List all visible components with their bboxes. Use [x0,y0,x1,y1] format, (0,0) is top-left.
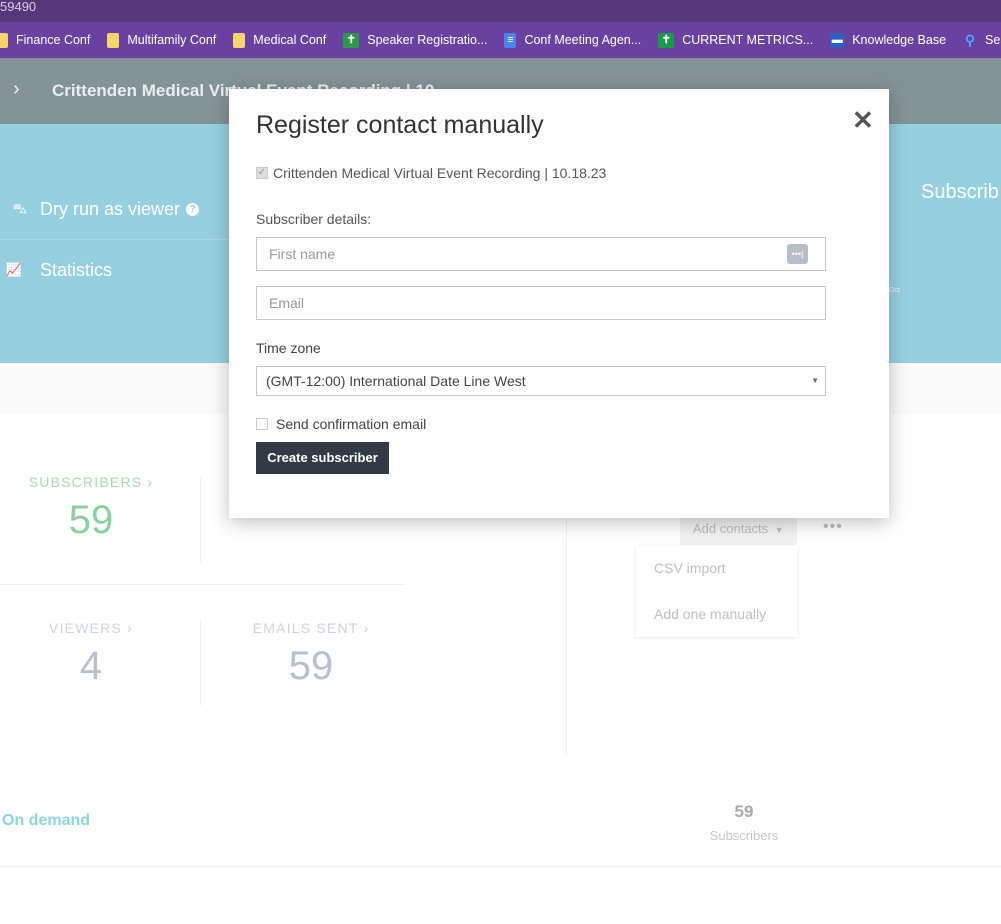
divider [566,510,567,755]
bookmarks-bar: Finance Conf Multifamily Conf Medical Co… [0,22,1001,58]
sidebar-item-statistics[interactable]: 📈 Statistics [0,255,228,285]
bookmark-label: Finance Conf [16,33,91,47]
bookmark-label: CURRENT METRICS... [682,33,814,47]
sidebar-item-label: Statistics [40,259,113,280]
add-contacts-menu: CSV import Add one manually [636,546,797,637]
bookmark-speaker-registration[interactable]: ✝ Speaker Registratio... [343,32,488,48]
bookmark-label: Seamless.A [985,33,1001,47]
sidebar-item-dry-run[interactable]: ⛍ Dry run as viewer ? [0,194,228,224]
send-email-checkbox[interactable] [256,418,268,430]
divider [0,866,1001,867]
axis-tick: Oct [889,287,900,294]
on-demand-label: On demand [2,812,91,829]
stat-value: 59 [68,498,114,542]
chevron-right-icon[interactable]: › [13,78,20,100]
stat-subscribers[interactable]: SUBSCRIBERS › 59 [0,474,191,543]
divider [200,478,201,563]
bookmark-seamless[interactable]: ⚲ Seamless.A [963,31,1001,48]
stat-value: 59 [288,644,334,688]
selected-value: (GMT-12:00) International Date Line West [266,373,526,389]
send-email-label: Send confirmation email [276,416,427,432]
bookmark-label: Conf Meeting Agen... [524,33,642,47]
stat-viewers[interactable]: VIEWERS › 4 [0,620,191,689]
menu-item-csv-import[interactable]: CSV import [654,560,726,576]
stat-value: 4 [79,644,103,688]
bookmark-label: Knowledge Base [852,33,947,47]
car-icon: ⛍ [12,199,28,216]
close-icon[interactable]: ✕ [852,105,874,135]
event-checkbox[interactable]: ✓ [256,167,268,179]
help-icon[interactable]: ? [186,202,200,216]
first-name-input[interactable]: First name •••| [256,237,826,271]
bookmark-medical-conf[interactable]: Medical Conf [233,32,327,48]
event-checkbox-row: ✓ Crittenden Medical Virtual Event Recor… [256,165,606,181]
bookmark-label: Multifamily Conf [127,33,217,47]
add-contacts-button[interactable]: Add contacts ▼ [680,513,797,545]
bookmark-label: Speaker Registratio... [367,33,488,47]
register-contact-modal: Register contact manually ✕ ✓ Crittenden… [229,89,889,518]
chevron-right-icon: › [127,620,133,636]
event-checkbox-label: Crittenden Medical Virtual Event Recordi… [273,165,607,181]
folder-icon [107,32,120,48]
divider [0,239,228,240]
caret-down-icon: ▼ [811,376,819,385]
folder-icon [233,32,246,48]
bookmark-label: Medical Conf [253,33,327,47]
caret-down-icon: ▼ [774,525,784,535]
google-forms-icon: ✝ [343,32,360,48]
chart-icon: 📈 [5,262,23,277]
google-docs-icon: ≡ [504,32,517,48]
create-subscriber-button[interactable]: Create subscriber [256,442,389,474]
bookmark-multifamily-conf[interactable]: Multifamily Conf [107,32,217,48]
chevron-right-icon: › [363,620,370,636]
menu-item-add-manually[interactable]: Add one manually [654,606,767,622]
subscriber-count: 59 [734,802,754,821]
email-input[interactable]: Email [256,286,826,320]
button-label: Add contacts [693,521,769,536]
more-options-icon[interactable]: ••• [823,518,843,535]
timezone-select[interactable]: (GMT-12:00) International Date Line West… [256,366,826,396]
password-manager-icon[interactable]: •••| [787,244,808,264]
bookmark-knowledge-base[interactable]: ▬ Knowledge Base [830,32,947,48]
chevron-right-icon: › [147,474,154,490]
subscriber-count-label: Subscribers [709,828,779,843]
bookmark-finance-conf[interactable]: Finance Conf [0,32,91,48]
stat-label: EMAILS SENT [252,620,359,636]
details-label: Subscriber details: [256,211,372,227]
divider [200,620,201,705]
folder-icon [0,32,8,48]
bookmark-conf-meeting-agenda[interactable]: ≡ Conf Meeting Agen... [504,32,642,48]
stat-label: VIEWERS [49,620,122,636]
placeholder: First name [269,246,336,262]
timezone-label: Time zone [256,340,321,356]
chart-title: Subscrib [921,181,999,203]
browser-title-bar: 59490 [0,0,1001,22]
knowledge-base-icon: ▬ [830,32,845,48]
stat-label: SUBSCRIBERS [28,474,143,490]
stat-emails-sent[interactable]: EMAILS SENT › 59 [211,620,411,689]
divider [0,584,405,585]
send-email-row: Send confirmation email [256,416,426,432]
placeholder: Email [269,295,305,311]
sidebar-item-label: Dry run as viewer [40,198,181,219]
title-text: 59490 [0,0,37,14]
modal-title: Register contact manually [256,111,544,139]
bookmark-current-metrics[interactable]: ✝ CURRENT METRICS... [658,32,814,48]
google-sheets-icon: ✝ [658,32,675,48]
search-icon: ⚲ [964,31,976,48]
